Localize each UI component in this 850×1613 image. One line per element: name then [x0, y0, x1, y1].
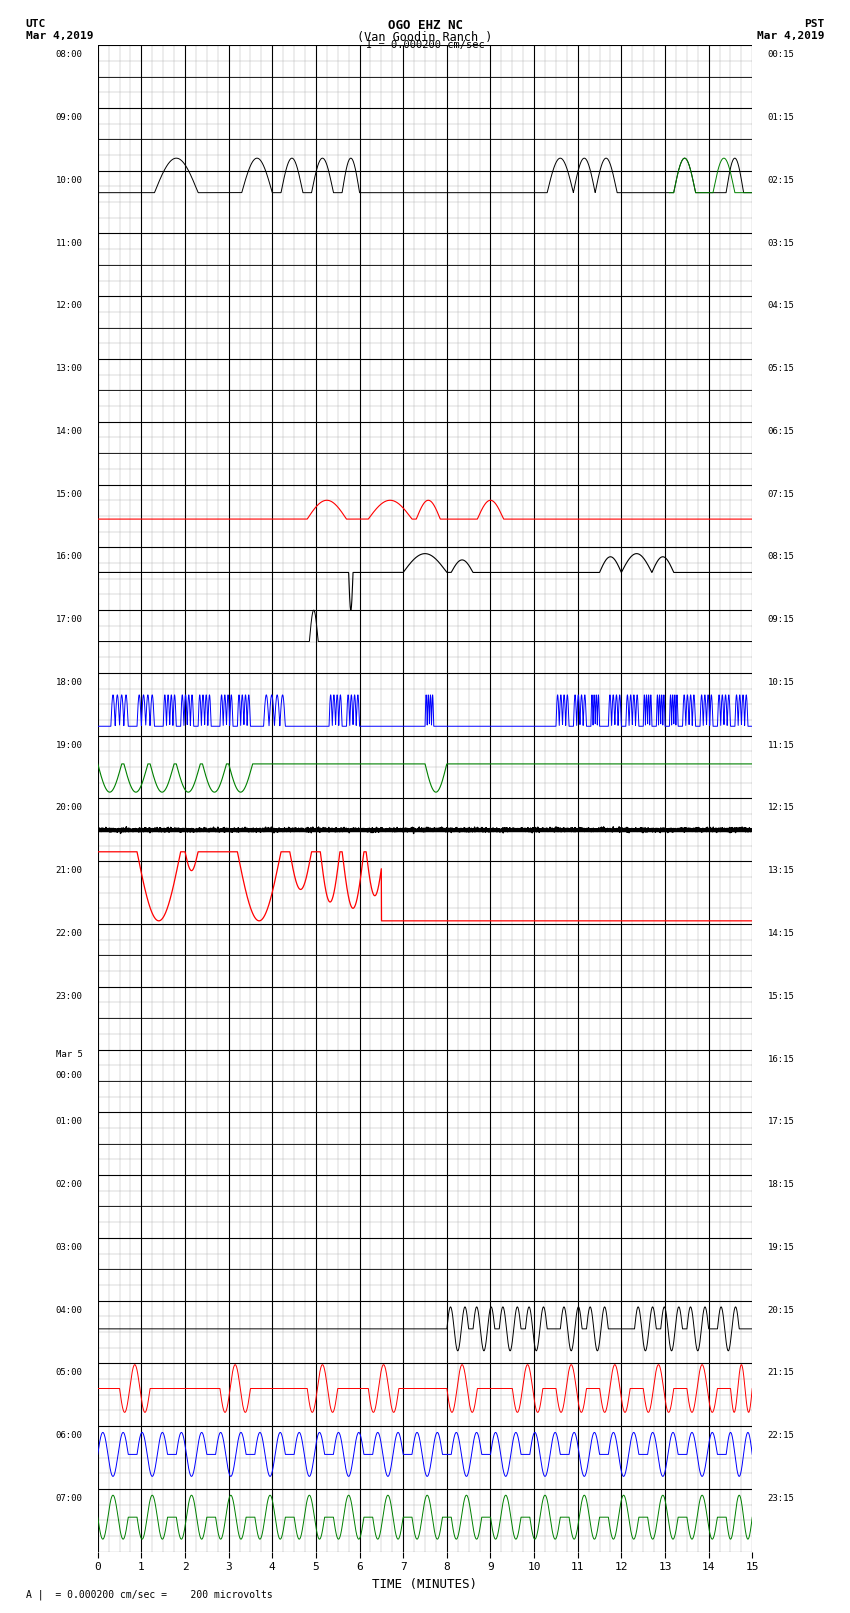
- Text: 13:15: 13:15: [768, 866, 795, 876]
- Text: 17:15: 17:15: [768, 1118, 795, 1126]
- Text: 05:00: 05:00: [55, 1368, 82, 1378]
- Text: 16:00: 16:00: [55, 552, 82, 561]
- Text: 02:00: 02:00: [55, 1181, 82, 1189]
- Text: 22:00: 22:00: [55, 929, 82, 939]
- Text: Mar 4,2019: Mar 4,2019: [26, 31, 93, 40]
- Text: 17:00: 17:00: [55, 615, 82, 624]
- Text: 21:00: 21:00: [55, 866, 82, 876]
- Text: 06:00: 06:00: [55, 1431, 82, 1440]
- Text: OGO EHZ NC: OGO EHZ NC: [388, 19, 462, 32]
- Text: 08:00: 08:00: [55, 50, 82, 60]
- Text: (Van Goodin Ranch ): (Van Goodin Ranch ): [357, 31, 493, 44]
- Text: 12:00: 12:00: [55, 302, 82, 310]
- Text: 01:15: 01:15: [768, 113, 795, 123]
- Text: 13:00: 13:00: [55, 365, 82, 373]
- Text: 20:00: 20:00: [55, 803, 82, 813]
- Text: 23:15: 23:15: [768, 1494, 795, 1503]
- Text: 14:15: 14:15: [768, 929, 795, 939]
- Text: 00:00: 00:00: [55, 1071, 82, 1081]
- Text: 03:00: 03:00: [55, 1244, 82, 1252]
- Text: 07:00: 07:00: [55, 1494, 82, 1503]
- Text: 08:15: 08:15: [768, 552, 795, 561]
- Text: 19:00: 19:00: [55, 740, 82, 750]
- Text: 22:15: 22:15: [768, 1431, 795, 1440]
- Text: I = 0.000200 cm/sec: I = 0.000200 cm/sec: [366, 40, 484, 50]
- Text: 09:00: 09:00: [55, 113, 82, 123]
- Text: 11:15: 11:15: [768, 740, 795, 750]
- Text: 16:15: 16:15: [768, 1055, 795, 1063]
- Text: Mar 5: Mar 5: [55, 1050, 82, 1058]
- Text: 19:15: 19:15: [768, 1244, 795, 1252]
- Text: 03:15: 03:15: [768, 239, 795, 247]
- Text: 09:15: 09:15: [768, 615, 795, 624]
- X-axis label: TIME (MINUTES): TIME (MINUTES): [372, 1578, 478, 1590]
- Text: 04:15: 04:15: [768, 302, 795, 310]
- Text: A |  = 0.000200 cm/sec =    200 microvolts: A | = 0.000200 cm/sec = 200 microvolts: [26, 1589, 272, 1600]
- Text: 23:00: 23:00: [55, 992, 82, 1000]
- Text: 06:15: 06:15: [768, 427, 795, 436]
- Text: 10:00: 10:00: [55, 176, 82, 185]
- Text: 18:15: 18:15: [768, 1181, 795, 1189]
- Text: 15:00: 15:00: [55, 490, 82, 498]
- Text: 05:15: 05:15: [768, 365, 795, 373]
- Text: 04:00: 04:00: [55, 1305, 82, 1315]
- Text: 21:15: 21:15: [768, 1368, 795, 1378]
- Text: 12:15: 12:15: [768, 803, 795, 813]
- Text: 10:15: 10:15: [768, 677, 795, 687]
- Text: 00:15: 00:15: [768, 50, 795, 60]
- Text: 18:00: 18:00: [55, 677, 82, 687]
- Text: 07:15: 07:15: [768, 490, 795, 498]
- Text: 15:15: 15:15: [768, 992, 795, 1000]
- Text: 02:15: 02:15: [768, 176, 795, 185]
- Text: 14:00: 14:00: [55, 427, 82, 436]
- Text: 11:00: 11:00: [55, 239, 82, 247]
- Text: 01:00: 01:00: [55, 1118, 82, 1126]
- Text: PST: PST: [804, 19, 824, 29]
- Text: Mar 4,2019: Mar 4,2019: [757, 31, 824, 40]
- Text: 20:15: 20:15: [768, 1305, 795, 1315]
- Text: UTC: UTC: [26, 19, 46, 29]
